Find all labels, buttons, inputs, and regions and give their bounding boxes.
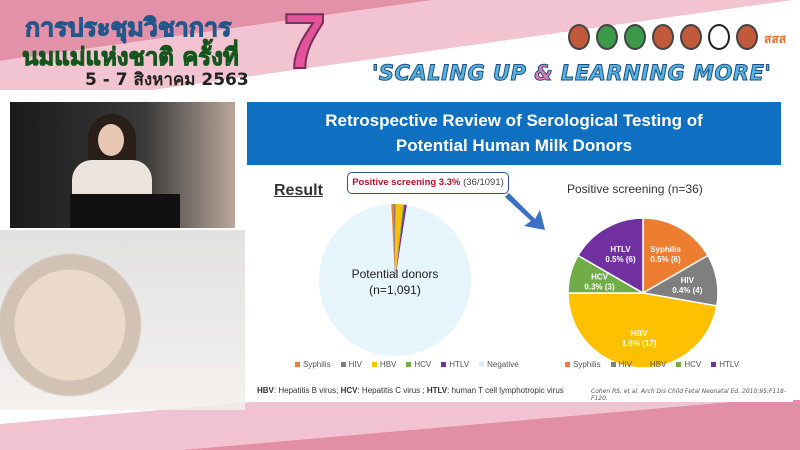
pie-slice-hbv [395, 204, 404, 280]
slice-label-name: HTLV [610, 245, 631, 254]
abbr-text: : Hepatitis B virus; [273, 386, 341, 395]
slogan-part: 'SCALING UP [371, 61, 535, 86]
sponsor-logo [680, 24, 702, 50]
pie-slice-syphilis [642, 217, 709, 295]
legend-swatch [641, 362, 647, 368]
child-photo [0, 230, 245, 410]
citation: Cohen RS, et al. Arch Dis Child Fetal Ne… [591, 388, 787, 402]
legend-item: Syphilis [295, 360, 331, 369]
legend-swatch [610, 362, 616, 368]
abbr: HTLV [426, 386, 448, 395]
legend-item: HIV [610, 360, 632, 369]
legend-item: HTLV [711, 360, 739, 369]
speaker-face [98, 124, 124, 156]
legend-swatch [565, 362, 570, 368]
legend-swatch [711, 362, 717, 368]
right-chart-legend: Syphilis HIV HBV HCV HTLV [565, 360, 739, 369]
legend-item: HBV [641, 360, 666, 369]
thaihealth-logo: สสส [764, 32, 786, 46]
slice-label-name: Syphilis [650, 245, 681, 254]
legend-item: HBV [371, 360, 396, 369]
legend-swatch [340, 362, 346, 368]
callout-count: (36/1091) [460, 177, 504, 188]
presentation-slide: Retrospective Review of Serological Test… [247, 100, 793, 402]
abbr-text: : Hepatitis C virus ; [357, 386, 427, 395]
podium [70, 194, 180, 228]
legend-swatch [441, 362, 447, 368]
legend-swatch [295, 362, 300, 368]
pie-slice-hbv [567, 292, 718, 369]
sponsor-logo [652, 24, 674, 50]
abbr-text: : human T cell lymphotropic virus [447, 386, 564, 395]
right-chart-title: Positive screening (n=36) [567, 182, 703, 196]
legend-item: HCV [406, 360, 431, 369]
slice-label-value: 0.4% (4) [672, 286, 703, 295]
speaker-video [10, 102, 235, 228]
sponsor-logo [736, 24, 758, 50]
pie-slice-htlv [577, 217, 644, 295]
slogan-part: LEARNING MORE' [553, 61, 772, 86]
legend-item: HIV [340, 360, 362, 369]
center-label: Potential donors [352, 267, 439, 281]
slogan: 'SCALING UP & LEARNING MORE' [371, 61, 772, 86]
slogan-amp: & [534, 61, 554, 86]
legend-swatch [676, 362, 682, 368]
positive-screening-callout: Positive screening 3.3% (36/1091) [347, 172, 509, 194]
legend-swatch [406, 362, 412, 368]
legend-item: Negative [479, 360, 519, 369]
pie-slice-syphilis [391, 204, 395, 280]
callout-percent: Positive screening 3.3% [352, 177, 461, 188]
pie-slice-negative [319, 204, 471, 356]
sponsor-logo [596, 24, 618, 50]
slide-title-line1: Retrospective Review of Serological Test… [325, 111, 703, 130]
conference-title-line1: การประชุมวิชาการ [24, 13, 232, 43]
sponsor-logo [624, 24, 646, 50]
pie-slice-hcv [395, 204, 405, 280]
slide-title-line2: Potential Human Milk Donors [395, 136, 633, 155]
slice-label-name: HIV [681, 276, 695, 285]
abbreviation-footnote: HBV: Hepatitis B virus; HCV: Hepatitis C… [257, 386, 564, 395]
slice-label-name: HBV [631, 329, 649, 338]
edition-number: 7 [282, 0, 327, 85]
slide-title: Retrospective Review of Serological Test… [247, 102, 781, 165]
center-label: (n=1,091) [369, 283, 421, 297]
left-chart-legend: Syphilis HIV HBV HCV HTLV Negative [295, 360, 519, 369]
abbr: HCV [340, 386, 358, 395]
slice-label-value: 0.5% (6) [650, 255, 681, 264]
sponsor-logo [708, 24, 730, 50]
slice-label-value: 0.5% (6) [605, 255, 636, 264]
legend-swatch [371, 362, 377, 368]
conference-date: 5 - 7 สิงหาคม 2563 [85, 70, 249, 90]
pie-slice-htlv [395, 204, 407, 280]
conference-title-line2: นมแม่แห่งชาติ ครั้งที่ [22, 43, 240, 72]
result-heading: Result [274, 182, 323, 199]
legend-item: Syphilis [565, 360, 601, 369]
legend-item: HTLV [441, 360, 469, 369]
abbr: HBV [257, 386, 274, 395]
pie-slice-hiv [393, 204, 396, 280]
sponsor-logos: สสส [568, 24, 786, 50]
legend-swatch [479, 362, 485, 368]
legend-item: HCV [676, 360, 701, 369]
slice-label-value: 1.6% (17) [622, 339, 657, 348]
slice-label-name: HCV [591, 272, 609, 281]
sponsor-logo [568, 24, 590, 50]
slice-label-value: 0.3% (3) [584, 282, 615, 291]
arrow-icon [505, 193, 545, 230]
